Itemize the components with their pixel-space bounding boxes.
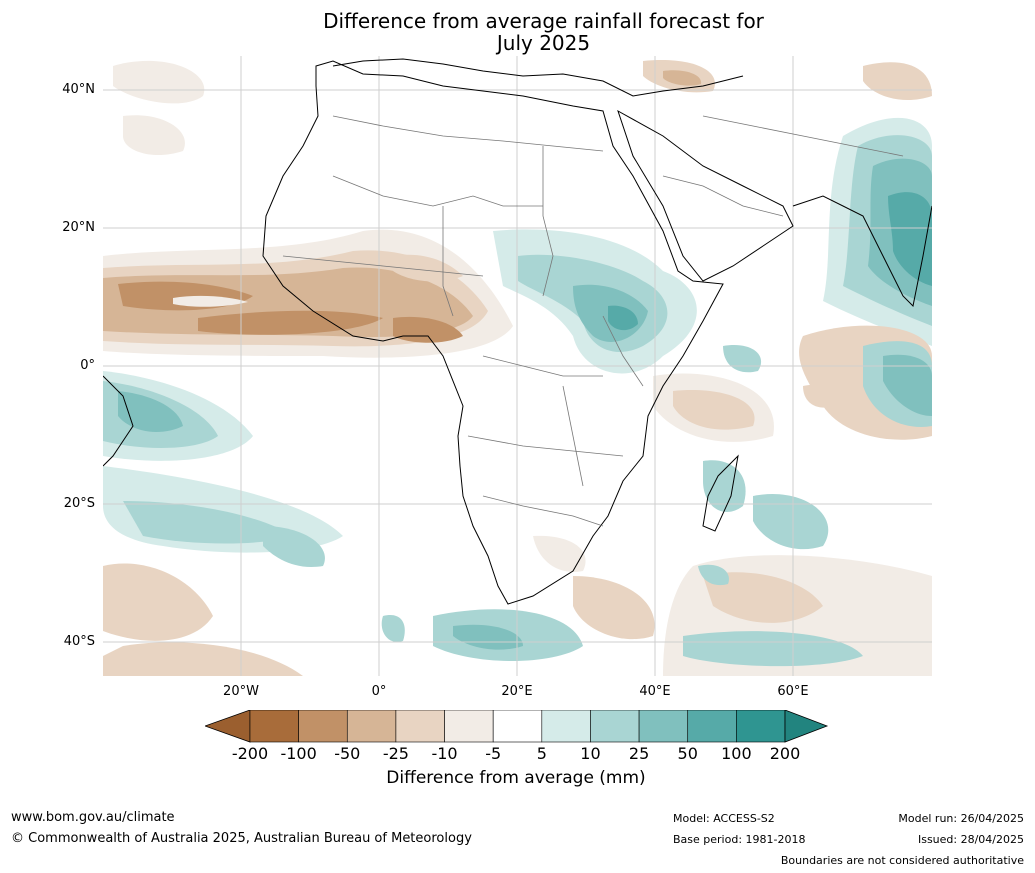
lat-label-equator: 0° [80, 358, 95, 373]
colorbar-tick-label: 100 [721, 744, 752, 763]
colorbar-cell [492, 710, 543, 743]
colorbar-under-arrow [205, 710, 251, 743]
lat-label-40n: 40°N [62, 82, 95, 97]
lon-label-0: 0° [371, 684, 387, 699]
colorbar-tick-label: -50 [334, 744, 361, 763]
footer-url[interactable]: www.bom.gov.au/climate [11, 810, 175, 825]
lon-label-40e: 40°E [639, 684, 671, 699]
dry-patches-north [113, 60, 932, 156]
lon-label-60e: 60°E [777, 684, 809, 699]
colorbar-cell [346, 710, 397, 743]
colorbar-cell [736, 710, 786, 743]
chart-title: Difference from average rainfall forecas… [0, 10, 1035, 54]
indian-ocean-patches [653, 325, 932, 676]
colorbar-tick-label: 10 [580, 744, 601, 763]
wet-area-east-africa [493, 229, 697, 374]
colorbar-cell [687, 710, 737, 743]
title-line-2: July 2025 [496, 31, 591, 55]
colorbar-tick-label: 200 [769, 744, 801, 763]
title-line-1: Difference from average rainfall forecas… [323, 9, 764, 33]
lat-label-20n: 20°N [62, 220, 95, 235]
lon-label-20e: 20°E [501, 684, 533, 699]
colorbar-tick-label: 50 [677, 744, 698, 763]
rainfall-anomaly-map [103, 56, 932, 676]
coastlines [103, 58, 932, 605]
colorbar-cell [541, 710, 591, 743]
colorbar-over-arrow [784, 710, 829, 743]
footer-disclaimer: Boundaries are not considered authoritat… [780, 854, 1024, 867]
colorbar-tick-label: -10 [431, 744, 458, 763]
colorbar-cell [395, 710, 445, 743]
colorbar-tick-label: -100 [280, 744, 317, 763]
colorbar-cell [298, 710, 348, 743]
graticule [103, 56, 932, 676]
colorbar-cell [590, 710, 640, 743]
colorbar-label: Difference from average (mm) [386, 768, 646, 788]
footer-base-period: Base period: 1981-2018 [673, 833, 806, 846]
colorbar-cell [444, 710, 494, 743]
colorbar-tick-label: -200 [231, 744, 269, 763]
colorbar-tick-label: 25 [628, 744, 650, 763]
colorbar-cell [249, 710, 299, 743]
footer-issued: Issued: 28/04/2025 [917, 833, 1024, 846]
lat-label-40s: 40°S [63, 634, 95, 649]
colorbar-tick-label: -25 [382, 744, 409, 763]
colorbar-cells [249, 710, 786, 743]
colorbar-cell [638, 710, 689, 743]
south-atlantic-patches [103, 371, 655, 676]
colorbar-tick-label: 5 [536, 744, 547, 763]
lon-label-20w: 20°W [223, 684, 259, 699]
wet-area-indian-subcontinent [823, 117, 932, 347]
country-boundaries [282, 115, 904, 527]
footer-copyright: © Commonwealth of Australia 2025, Austra… [11, 831, 472, 846]
lat-label-20s: 20°S [63, 496, 95, 511]
colorbar [205, 710, 829, 743]
footer-model: Model: ACCESS-S2 [673, 812, 775, 825]
footer-model-run: Model run: 26/04/2025 [898, 812, 1024, 825]
colorbar-tick-label: -5 [485, 744, 502, 763]
